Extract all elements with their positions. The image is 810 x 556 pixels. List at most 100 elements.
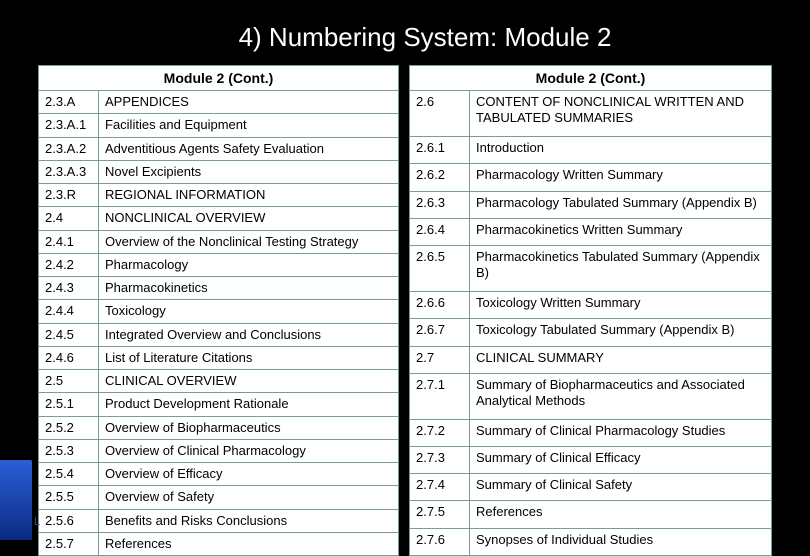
right-row-label: Pharmacokinetics Tabulated Summary (Appe… <box>470 245 772 291</box>
left-row-number: 2.3.A <box>39 91 99 114</box>
right-row-number: 2.7.5 <box>410 501 470 528</box>
left-row-number: 2.5.4 <box>39 463 99 486</box>
table-row: 2.6.1Introduction <box>410 137 772 164</box>
right-row-number: 2.7 <box>410 346 470 373</box>
table-row: 2.7.3Summary of Clinical Efficacy <box>410 447 772 474</box>
table-row: 2.6.4Pharmacokinetics Written Summary <box>410 218 772 245</box>
left-row-number: 2.5.7 <box>39 532 99 555</box>
left-row-number: 2.4.2 <box>39 253 99 276</box>
table-row: 2.5.6Benefits and Risks Conclusions <box>39 509 399 532</box>
table-row: 2.3.A.3Novel Excipients <box>39 160 399 183</box>
left-row-number: 2.5.2 <box>39 416 99 439</box>
right-table-header: Module 2 (Cont.) <box>410 66 772 91</box>
left-row-label: Overview of the Nonclinical Testing Stra… <box>99 230 399 253</box>
table-row: 2.4.5Integrated Overview and Conclusions <box>39 323 399 346</box>
table-row: 2.4.1Overview of the Nonclinical Testing… <box>39 230 399 253</box>
table-row: 2.7.1Summary of Biopharmaceutics and Ass… <box>410 373 772 419</box>
table-row: 2.3.RREGIONAL INFORMATION <box>39 184 399 207</box>
left-row-label: Toxicology <box>99 300 399 323</box>
right-row-number: 2.6.5 <box>410 245 470 291</box>
left-table-header: Module 2 (Cont.) <box>39 66 399 91</box>
left-row-label: NONCLINICAL OVERVIEW <box>99 207 399 230</box>
right-row-number: 2.6.4 <box>410 218 470 245</box>
right-row-label: Synopses of Individual Studies <box>470 528 772 555</box>
right-row-number: 2.6.1 <box>410 137 470 164</box>
table-row: 2.6CONTENT OF NONCLINICAL WRITTEN AND TA… <box>410 91 772 137</box>
table-row: 2.7.5References <box>410 501 772 528</box>
left-row-label: Integrated Overview and Conclusions <box>99 323 399 346</box>
right-row-label: Summary of Clinical Pharmacology Studies <box>470 419 772 446</box>
table-row: 2.7CLINICAL SUMMARY <box>410 346 772 373</box>
table-row: 2.7.4Summary of Clinical Safety <box>410 474 772 501</box>
left-row-number: 2.4 <box>39 207 99 230</box>
table-row: 2.6.5Pharmacokinetics Tabulated Summary … <box>410 245 772 291</box>
accent-bar <box>0 460 32 540</box>
table-row: 2.7.6Synopses of Individual Studies <box>410 528 772 555</box>
left-row-number: 2.3.R <box>39 184 99 207</box>
right-row-number: 2.7.2 <box>410 419 470 446</box>
left-row-label: REGIONAL INFORMATION <box>99 184 399 207</box>
table-row: 2.6.7Toxicology Tabulated Summary (Appen… <box>410 319 772 346</box>
left-row-label: Overview of Efficacy <box>99 463 399 486</box>
left-table: Module 2 (Cont.) 2.3.AAPPENDICES2.3.A.1F… <box>38 65 399 556</box>
left-row-label: Overview of Safety <box>99 486 399 509</box>
left-row-label: Adventitious Agents Safety Evaluation <box>99 137 399 160</box>
left-row-number: 2.4.4 <box>39 300 99 323</box>
left-row-number: 2.3.A.2 <box>39 137 99 160</box>
left-row-label: Pharmacokinetics <box>99 277 399 300</box>
left-row-number: 2.5.6 <box>39 509 99 532</box>
slide-title: 4) Numbering System: Module 2 <box>40 0 810 65</box>
table-row: 2.5.4Overview of Efficacy <box>39 463 399 486</box>
table-row: 2.4.4Toxicology <box>39 300 399 323</box>
right-row-label: Toxicology Tabulated Summary (Appendix B… <box>470 319 772 346</box>
left-row-label: Overview of Biopharmaceutics <box>99 416 399 439</box>
left-row-label: CLINICAL OVERVIEW <box>99 370 399 393</box>
table-row: 2.5CLINICAL OVERVIEW <box>39 370 399 393</box>
table-row: 2.7.2Summary of Clinical Pharmacology St… <box>410 419 772 446</box>
left-row-label: References <box>99 532 399 555</box>
left-row-number: 2.4.3 <box>39 277 99 300</box>
right-row-number: 2.7.3 <box>410 447 470 474</box>
left-row-number: 2.5.5 <box>39 486 99 509</box>
right-row-number: 2.6.3 <box>410 191 470 218</box>
tables-container: Module 2 (Cont.) 2.3.AAPPENDICES2.3.A.1F… <box>0 65 810 556</box>
right-row-number: 2.7.6 <box>410 528 470 555</box>
left-row-number: 2.5 <box>39 370 99 393</box>
left-row-number: 2.4.6 <box>39 346 99 369</box>
left-row-label: Facilities and Equipment <box>99 114 399 137</box>
left-row-label: Benefits and Risks Conclusions <box>99 509 399 532</box>
table-row: 2.3.A.1Facilities and Equipment <box>39 114 399 137</box>
left-row-number: 2.5.1 <box>39 393 99 416</box>
left-row-label: List of Literature Citations <box>99 346 399 369</box>
table-row: 2.5.5Overview of Safety <box>39 486 399 509</box>
right-row-label: Introduction <box>470 137 772 164</box>
table-row: 2.4.3Pharmacokinetics <box>39 277 399 300</box>
right-row-label: Summary of Clinical Efficacy <box>470 447 772 474</box>
left-row-label: Pharmacology <box>99 253 399 276</box>
left-row-label: Novel Excipients <box>99 160 399 183</box>
right-row-label: Pharmacokinetics Written Summary <box>470 218 772 245</box>
right-row-label: Summary of Biopharmaceutics and Associat… <box>470 373 772 419</box>
left-row-number: 2.4.5 <box>39 323 99 346</box>
right-row-number: 2.6.7 <box>410 319 470 346</box>
table-row: 2.3.AAPPENDICES <box>39 91 399 114</box>
right-row-label: Pharmacology Written Summary <box>470 164 772 191</box>
right-row-label: CONTENT OF NONCLINICAL WRITTEN AND TABUL… <box>470 91 772 137</box>
right-row-number: 2.6.6 <box>410 292 470 319</box>
table-row: 2.6.2Pharmacology Written Summary <box>410 164 772 191</box>
left-row-label: Product Development Rationale <box>99 393 399 416</box>
left-row-number: 2.4.1 <box>39 230 99 253</box>
right-row-number: 2.6 <box>410 91 470 137</box>
right-row-label: CLINICAL SUMMARY <box>470 346 772 373</box>
table-row: 2.6.6Toxicology Written Summary <box>410 292 772 319</box>
table-row: 2.4.6List of Literature Citations <box>39 346 399 369</box>
table-row: 2.6.3Pharmacology Tabulated Summary (App… <box>410 191 772 218</box>
footer-label: L <box>34 516 40 528</box>
left-row-label: APPENDICES <box>99 91 399 114</box>
table-row: 2.4NONCLINICAL OVERVIEW <box>39 207 399 230</box>
right-row-number: 2.7.1 <box>410 373 470 419</box>
table-row: 2.5.7References <box>39 532 399 555</box>
right-row-label: Toxicology Written Summary <box>470 292 772 319</box>
left-row-number: 2.3.A.1 <box>39 114 99 137</box>
right-row-number: 2.6.2 <box>410 164 470 191</box>
